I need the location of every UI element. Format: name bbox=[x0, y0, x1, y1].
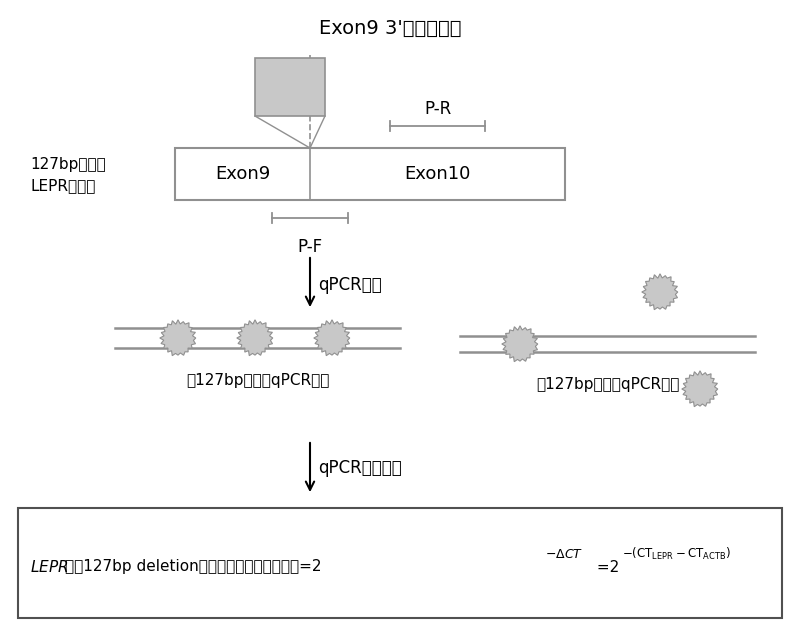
Text: =2: =2 bbox=[592, 559, 619, 575]
Text: Exon9: Exon9 bbox=[215, 165, 270, 183]
Text: Exon9 3'端缺失部分: Exon9 3'端缺失部分 bbox=[318, 19, 462, 38]
Text: $\mathregular{-(CT_{LEPR}-CT_{ACTB})}$: $\mathregular{-(CT_{LEPR}-CT_{ACTB})}$ bbox=[622, 546, 730, 562]
Polygon shape bbox=[160, 320, 196, 356]
Text: P-R: P-R bbox=[424, 100, 451, 118]
Polygon shape bbox=[314, 320, 350, 356]
Bar bbox=[175, 148, 565, 200]
Text: Exon10: Exon10 bbox=[404, 165, 470, 183]
Text: $\it{LEPR}$: $\it{LEPR}$ bbox=[30, 559, 69, 575]
Text: 127bp缺失的: 127bp缺失的 bbox=[30, 157, 106, 172]
Polygon shape bbox=[502, 326, 538, 362]
Text: 无127bp缺失的qPCR片段: 无127bp缺失的qPCR片段 bbox=[536, 377, 680, 392]
Text: 基因127bp deletion可变剪接体的相对表达量=2: 基因127bp deletion可变剪接体的相对表达量=2 bbox=[65, 559, 322, 575]
Text: $-\Delta CT$: $-\Delta CT$ bbox=[545, 547, 583, 561]
Text: 有127bp缺失的qPCR片段: 有127bp缺失的qPCR片段 bbox=[186, 373, 330, 388]
Text: LEPR剪接体: LEPR剪接体 bbox=[30, 179, 95, 193]
Text: qPCR反应: qPCR反应 bbox=[318, 276, 382, 294]
Text: qPCR数据分析: qPCR数据分析 bbox=[318, 459, 402, 477]
Polygon shape bbox=[682, 371, 718, 406]
Bar bbox=[255, 58, 325, 116]
Polygon shape bbox=[237, 320, 273, 356]
Text: P-F: P-F bbox=[298, 238, 322, 256]
Polygon shape bbox=[642, 274, 678, 310]
Bar bbox=[18, 508, 782, 618]
